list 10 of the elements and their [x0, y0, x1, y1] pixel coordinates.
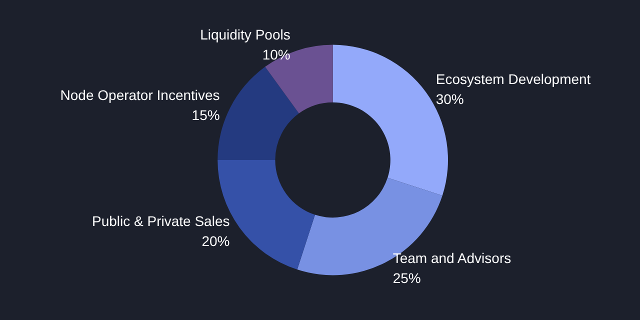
data-label: 25% — [392, 270, 421, 286]
slice-label: Public & Private Sales — [92, 213, 230, 230]
slice-label: Ecosystem Development — [436, 70, 591, 87]
slice-label: Node Operator Incentives — [60, 86, 220, 103]
slice-label: Liquidity Pools — [200, 26, 290, 43]
data-label: 10% — [262, 46, 290, 63]
data-label: 20% — [202, 233, 230, 250]
slice-label: Team and Advisors — [392, 250, 512, 266]
data-label: 15% — [192, 106, 220, 123]
data-label: 30% — [436, 90, 464, 107]
